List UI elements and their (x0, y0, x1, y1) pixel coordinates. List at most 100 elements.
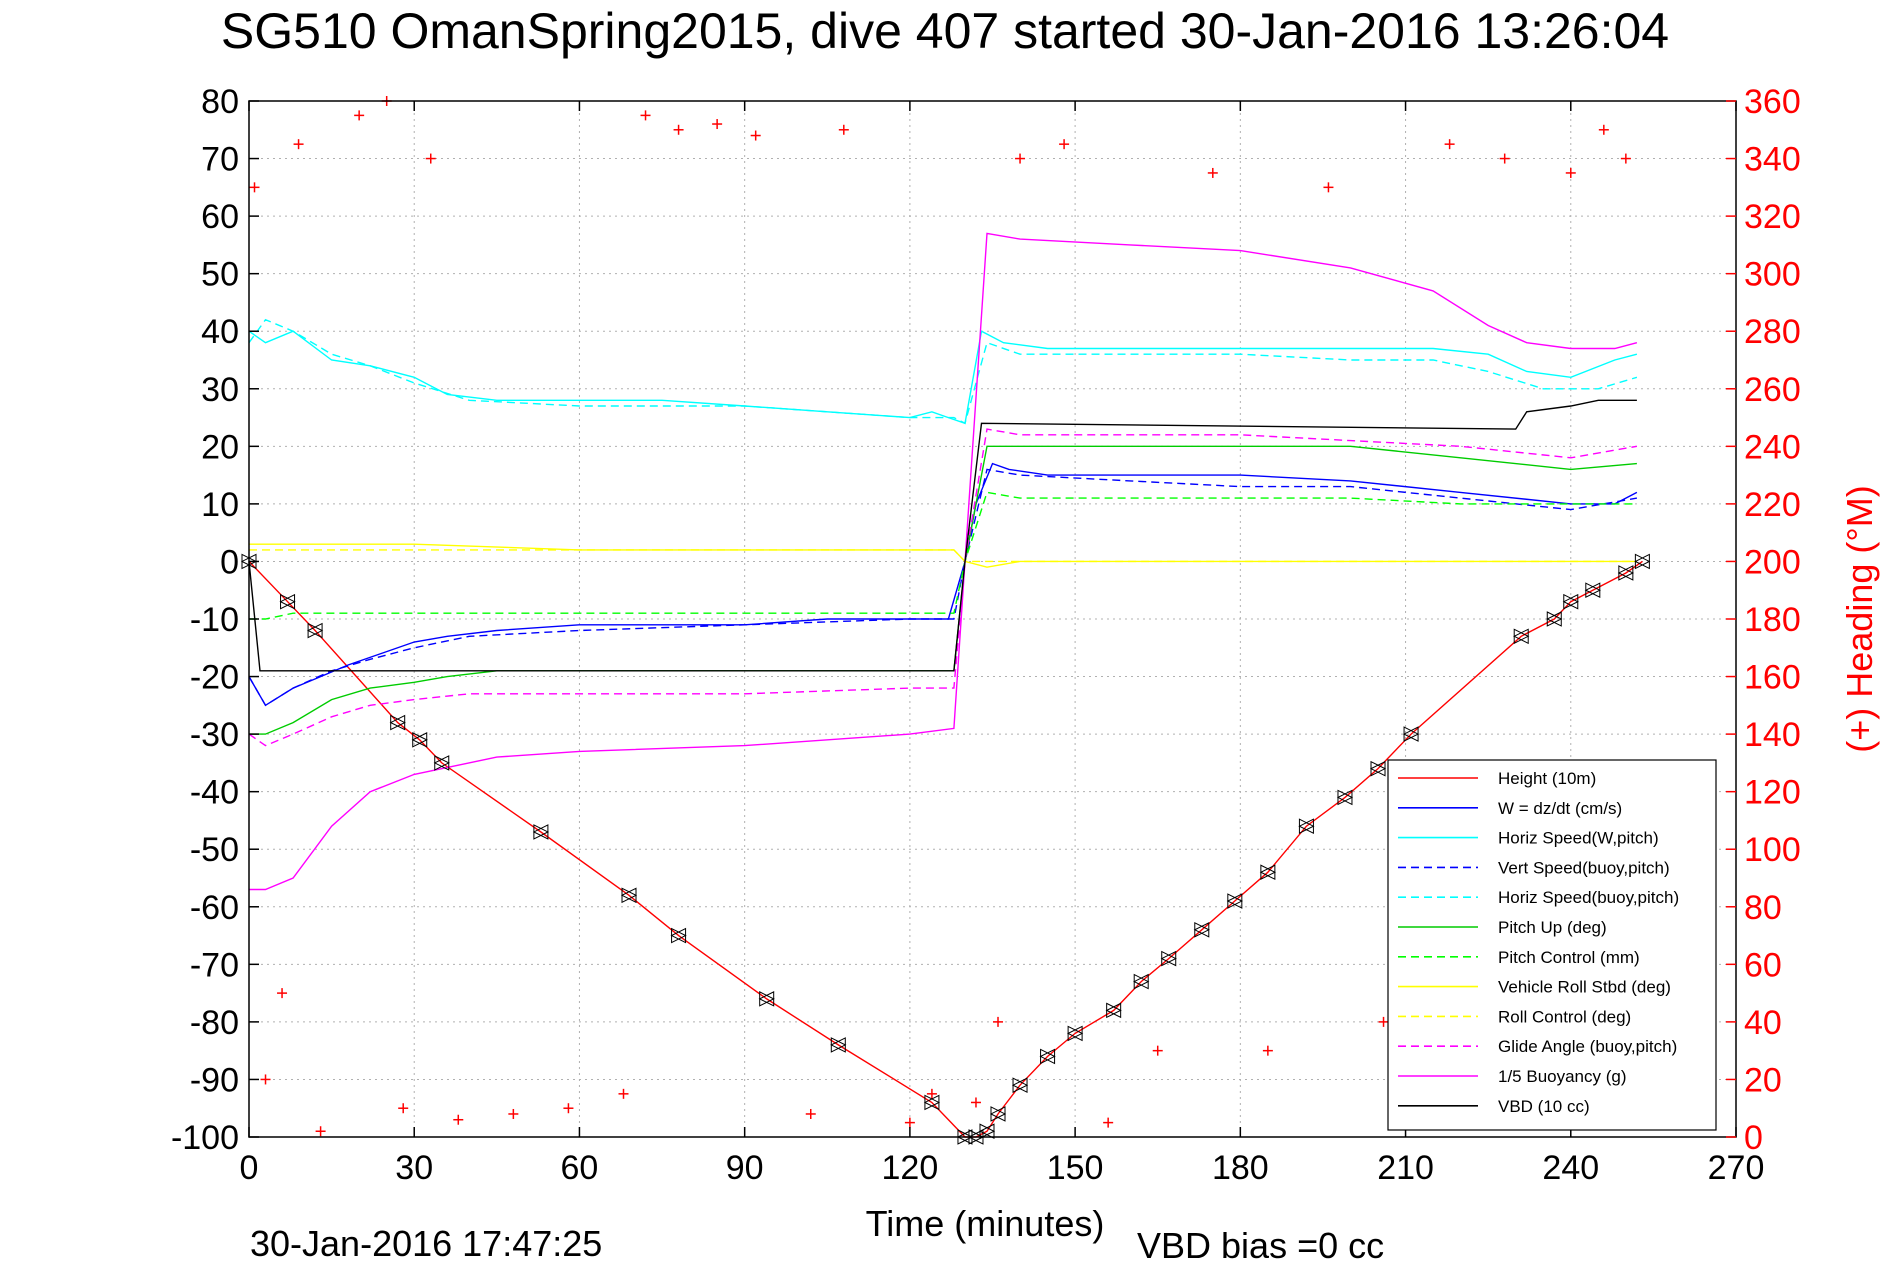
series-layer (248, 232, 1643, 1138)
y-right-tick-label: 120 (1744, 774, 1801, 812)
legend-entry-0: Height (10m) (1398, 769, 1596, 788)
legend-entry-3: Vert Speed(buoy,pitch) (1398, 858, 1670, 877)
legend-label: VBD (10 cc) (1498, 1097, 1590, 1116)
height-marker (1584, 582, 1601, 599)
heading-marker (453, 1114, 464, 1125)
height-marker (923, 1094, 941, 1111)
legend-label: Height (10m) (1498, 769, 1596, 788)
heading-marker (260, 1074, 271, 1085)
heading-marker (425, 153, 436, 164)
vbd-bias-note: VBD bias =0 cc (1137, 1225, 1384, 1262)
heading-marker (1444, 139, 1455, 150)
right-axis-label: (+) Heading (°M) (1839, 485, 1880, 752)
series-line-11 (248, 399, 1637, 672)
y-left-tick-label: 40 (201, 313, 239, 351)
heading-marker (1620, 153, 1631, 164)
heading-marker (926, 1088, 937, 1099)
y-left-tick-label: -20 (190, 659, 239, 697)
y-right-tick-label: 60 (1744, 946, 1782, 984)
height-marker (1513, 628, 1530, 645)
heading-marker (354, 110, 365, 121)
height-marker (1546, 611, 1563, 627)
y-right-tick-label: 80 (1744, 889, 1782, 927)
heading-marker (1103, 1117, 1114, 1128)
series-line-2 (248, 330, 1638, 425)
y-left-tick-label: -90 (190, 1061, 239, 1099)
y-right-tick-label: 240 (1744, 428, 1801, 466)
height-marker (433, 755, 450, 771)
legend-label: Glide Angle (buoy,pitch) (1498, 1037, 1677, 1056)
x-tick-label: 30 (395, 1149, 433, 1187)
y-right-tick-label: 280 (1744, 313, 1801, 351)
y-right-tick-label: 300 (1744, 256, 1801, 294)
y-left-tick-label: 50 (201, 256, 239, 294)
heading-marker (1207, 167, 1218, 178)
heading-marker (970, 1097, 981, 1108)
heading-marker (1598, 124, 1609, 135)
series-line-9 (248, 428, 1638, 747)
heading-marker (1565, 167, 1576, 178)
height-marker (532, 824, 550, 840)
heading-marker (563, 1103, 574, 1114)
x-tick-label: 240 (1542, 1149, 1599, 1187)
y-left-tick-label: -80 (190, 1004, 239, 1042)
height-marker (1402, 726, 1420, 742)
y-left-tick-label: 10 (201, 486, 239, 524)
y-right-tick-label: 40 (1744, 1004, 1782, 1042)
x-tick-label: 270 (1708, 1149, 1765, 1187)
heading-marker (277, 988, 288, 999)
heading-marker (1378, 1016, 1389, 1027)
height-marker (411, 732, 428, 748)
height-marker (1011, 1077, 1029, 1094)
heading-marker (315, 1126, 326, 1137)
legend-label: Pitch Control (mm) (1498, 948, 1640, 967)
height-marker (1634, 553, 1651, 570)
grid-lines (249, 101, 1736, 1137)
x-tick-label: 180 (1212, 1149, 1269, 1187)
height-marker (989, 1106, 1007, 1122)
y-right-tick-label: 20 (1744, 1061, 1782, 1099)
y-right-tick-label: 180 (1744, 601, 1801, 639)
height-marker (758, 991, 775, 1007)
height-marker (1160, 950, 1177, 967)
series-line-8 (249, 549, 1637, 563)
series-line-4 (248, 318, 1638, 425)
heading-marker (838, 124, 849, 135)
y-left-tick-label: -40 (190, 774, 239, 812)
height-marker (1336, 789, 1354, 806)
heading-marker (993, 1016, 1004, 1027)
height-marker (1298, 818, 1315, 835)
y-left-tick-label: -60 (190, 889, 239, 927)
axis-ticks: 0 30 60 90 120 150 180 210 240 270 80 70 60 50 40 30 20 1… (171, 83, 1801, 1187)
y-right-tick-label: 260 (1744, 371, 1801, 409)
legend-label: Horiz Speed(buoy,pitch) (1498, 888, 1679, 907)
legend-label: Pitch Up (deg) (1498, 918, 1607, 937)
y-right-tick-label: 220 (1744, 486, 1801, 524)
legend-entry-4: Horiz Speed(buoy,pitch) (1398, 888, 1679, 907)
height-marker (1259, 864, 1276, 881)
height-marker (620, 887, 638, 904)
height-marker (1039, 1048, 1056, 1065)
height-marker (978, 1123, 996, 1140)
y-left-tick-label: -70 (190, 946, 239, 984)
y-right-tick-label: 160 (1744, 659, 1801, 697)
legend-label: Vehicle Roll Stbd (deg) (1498, 978, 1671, 997)
heading-markers (249, 96, 1631, 1137)
heading-marker (508, 1108, 519, 1119)
legend-entry-2: Horiz Speed(W,pitch) (1398, 829, 1659, 848)
y-right-tick-label: 140 (1744, 716, 1801, 754)
heading-marker (712, 119, 723, 130)
y-right-tick-label: 200 (1744, 543, 1801, 581)
legend-entry-6: Pitch Control (mm) (1398, 948, 1640, 967)
y-left-tick-label: 20 (201, 428, 239, 466)
y-left-tick-label: 0 (220, 543, 239, 581)
heading-marker (1059, 139, 1070, 150)
height-marker (1133, 973, 1150, 990)
height-marker (670, 927, 687, 944)
legend-entry-9: Glide Angle (buoy,pitch) (1398, 1037, 1677, 1056)
series-line-0 (248, 560, 1643, 1138)
x-tick-label: 210 (1377, 1149, 1434, 1187)
legend-entry-1: W = dz/dt (cm/s) (1398, 799, 1622, 818)
heading-marker (805, 1108, 816, 1119)
y-left-tick-label: 80 (201, 83, 239, 121)
